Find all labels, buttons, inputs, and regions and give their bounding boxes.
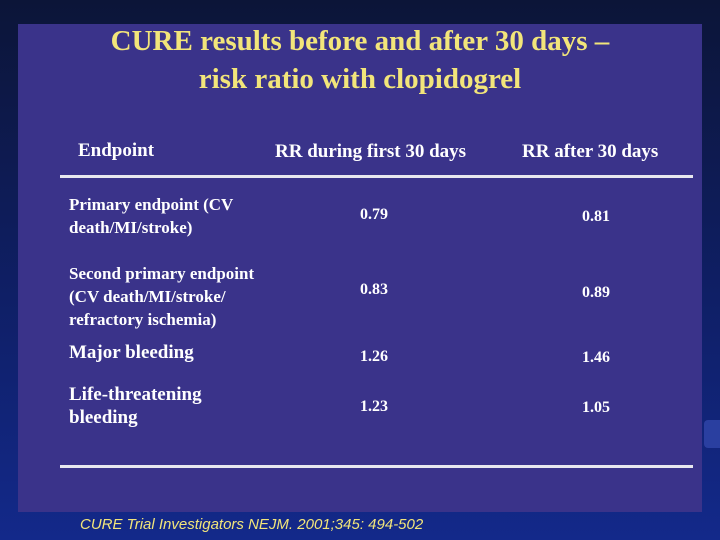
row-3-rr-first-30: 1.26 [360, 348, 388, 365]
row-4-rr-after-30: 1.05 [582, 399, 610, 416]
row-4-endpoint-line-2: bleeding [69, 407, 138, 428]
title-line-1: CURE results before and after 30 days – [110, 25, 610, 57]
slide-panel [18, 24, 702, 512]
header-divider [60, 175, 693, 178]
header-endpoint: Endpoint [78, 140, 155, 161]
row-1-rr-first-30: 0.79 [360, 206, 388, 223]
row-3-rr-after-30: 1.46 [582, 349, 610, 366]
row-1-endpoint-line-2: death/MI/stroke) [69, 218, 193, 237]
row-4-endpoint-line-1: Life-threatening [69, 384, 202, 405]
row-2-endpoint-line-1: Second primary endpoint [69, 264, 255, 283]
row-1-endpoint-line-1: Primary endpoint (CV [69, 195, 234, 214]
slide-title: CURE results before and after 30 days – … [0, 22, 720, 98]
row-4-endpoint: Life-threatening bleeding [69, 383, 202, 429]
header-rr-after-30-days: RR after 30 days [522, 141, 659, 162]
citation: CURE Trial Investigators NEJM. 2001;345:… [80, 516, 424, 533]
row-2-endpoint: Second primary endpoint (CV death/MI/str… [69, 262, 254, 331]
footer-divider [60, 465, 693, 468]
row-2-rr-after-30: 0.89 [582, 284, 610, 301]
row-1-rr-after-30: 0.81 [582, 208, 610, 225]
row-3-endpoint-line-1: Major bleeding [69, 342, 194, 363]
row-2-rr-first-30: 0.83 [360, 281, 388, 298]
row-1-endpoint: Primary endpoint (CV death/MI/stroke) [69, 193, 233, 239]
row-2-endpoint-line-2: (CV death/MI/stroke/ [69, 287, 226, 306]
row-3-endpoint: Major bleeding [69, 341, 194, 364]
row-4-rr-first-30: 1.23 [360, 398, 388, 415]
title-line-2: risk ratio with clopidogrel [198, 63, 522, 95]
slide-edge-decoration [704, 420, 720, 448]
header-rr-first-30-days: RR during first 30 days [275, 141, 467, 162]
row-2-endpoint-line-3: refractory ischemia) [69, 310, 217, 329]
